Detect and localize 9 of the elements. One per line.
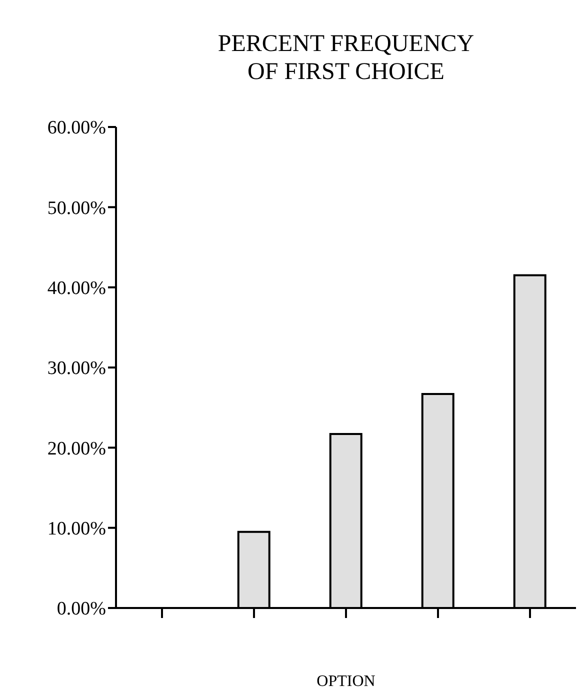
y-tick-label: 30.00% [47,358,106,380]
y-tick-label: 0.00% [56,598,106,620]
y-tick-label: 60.00% [47,118,106,139]
y-tick-label: 50.00% [47,198,106,219]
chart-title: PERCENT FREQUENCY OF FIRST CHOICE [216,30,476,86]
y-tick-label: 20.00% [47,438,106,460]
x-axis-title: OPTION [316,673,376,690]
y-tick-label: 40.00% [47,278,106,300]
y-tick-label: 10.00% [47,518,106,540]
